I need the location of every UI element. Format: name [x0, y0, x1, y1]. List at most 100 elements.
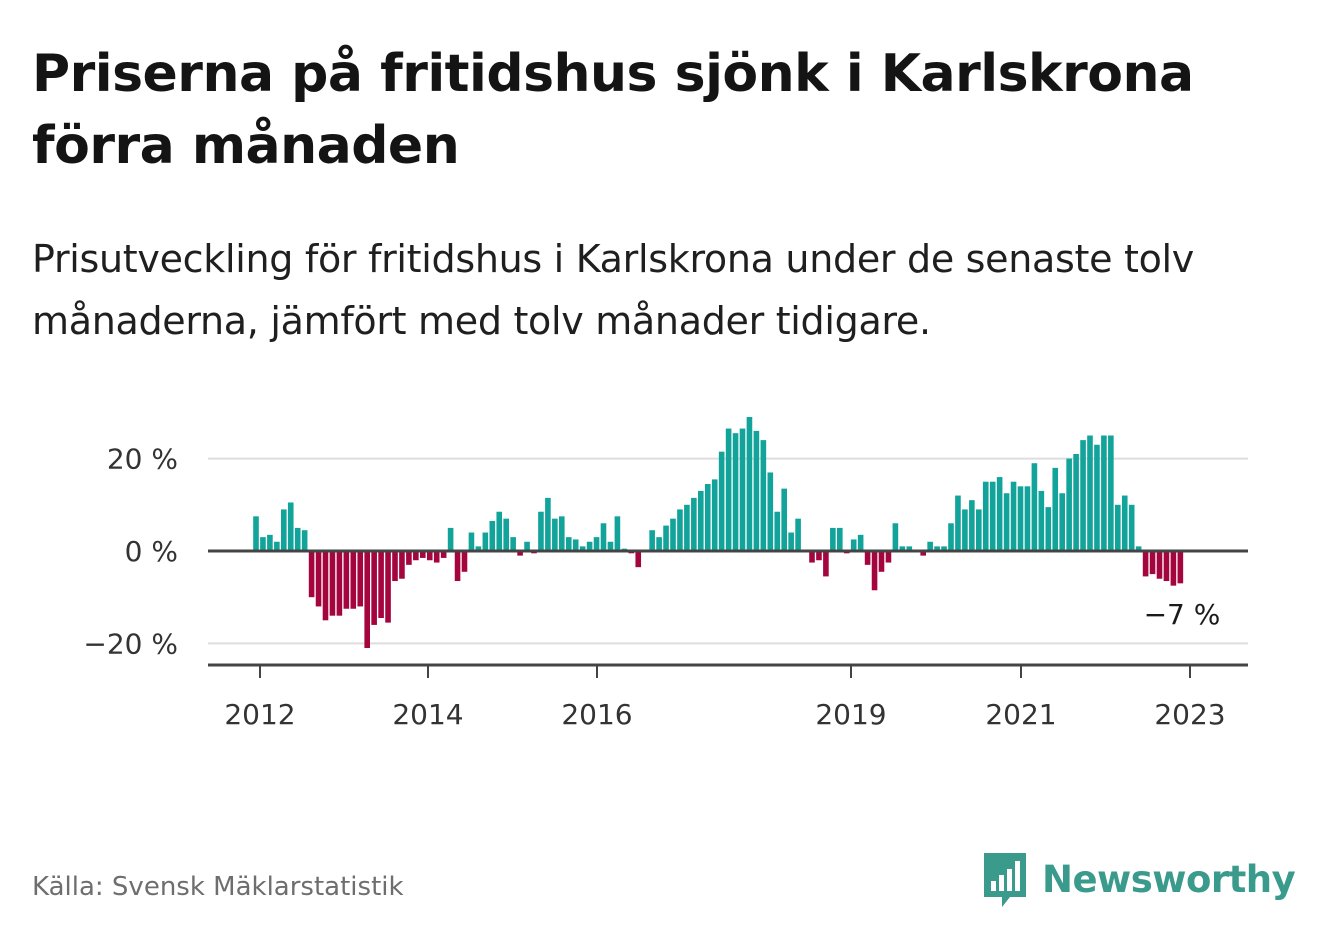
- bar: [1066, 458, 1072, 551]
- axes: [208, 549, 1248, 678]
- bar: [795, 518, 801, 551]
- bar: [538, 511, 544, 551]
- bar: [948, 523, 954, 551]
- y-tick-label: −20 %: [83, 627, 178, 660]
- brand[interactable]: Newsworthy: [980, 848, 1296, 910]
- bar: [670, 518, 676, 551]
- bar: [614, 516, 621, 551]
- bar: [753, 430, 760, 551]
- bar: [976, 509, 982, 551]
- bar: [461, 551, 468, 572]
- bar: [399, 551, 405, 579]
- bar: [517, 551, 523, 556]
- bar: [260, 537, 266, 551]
- bar: [746, 417, 753, 551]
- bar: [871, 551, 878, 591]
- bar: [927, 541, 933, 551]
- bar: [718, 451, 725, 551]
- bar: [656, 537, 662, 551]
- bar: [691, 497, 697, 551]
- bar: [878, 551, 885, 572]
- bar: [934, 546, 940, 551]
- source-note: Källa: Svensk Mäklarstatistik: [32, 872, 404, 902]
- y-tick-label: 0 %: [125, 535, 178, 568]
- bar: [406, 551, 412, 565]
- bar: [1045, 507, 1052, 551]
- x-tick-label: 2023: [1154, 698, 1225, 731]
- bar: [635, 551, 642, 568]
- bar: [287, 502, 294, 551]
- bar: [294, 527, 301, 551]
- bar: [1177, 551, 1184, 584]
- bar: [447, 527, 454, 551]
- bar: [906, 546, 913, 551]
- bar: [732, 433, 739, 551]
- bar: [684, 504, 690, 551]
- x-tick-label: 2021: [985, 698, 1056, 731]
- brand-name: Newsworthy: [1042, 857, 1296, 901]
- bar: [559, 516, 565, 551]
- bar: [496, 511, 503, 551]
- bar: [565, 537, 572, 551]
- newsworthy-logo-icon: [984, 853, 1026, 907]
- bar: [253, 516, 259, 551]
- bar: [1010, 481, 1017, 551]
- bar: [850, 539, 857, 551]
- bar: [781, 488, 787, 551]
- bar: [1073, 453, 1079, 551]
- bar: [760, 440, 767, 551]
- bar: [823, 551, 829, 577]
- bar: [1142, 551, 1149, 577]
- bar: [586, 541, 593, 551]
- bar: [899, 546, 906, 551]
- bar: [1128, 504, 1135, 551]
- bar: [315, 551, 322, 607]
- bar: [1135, 546, 1142, 551]
- bar: [1170, 551, 1177, 586]
- x-tick-label: 2014: [392, 698, 463, 731]
- bar: [1003, 493, 1010, 551]
- bar: [301, 530, 308, 551]
- bar: [739, 428, 746, 551]
- bars: [253, 417, 1184, 649]
- bar: [593, 537, 600, 551]
- bar: [864, 551, 871, 565]
- x-tick-label: 2019: [815, 698, 886, 731]
- bar: [698, 490, 704, 551]
- bar: [413, 551, 419, 561]
- bar: [857, 534, 864, 551]
- bar: [274, 541, 280, 551]
- bar: [920, 551, 926, 556]
- bar: [711, 479, 718, 551]
- bar: [941, 546, 947, 551]
- bar: [885, 551, 892, 563]
- last-value-label: −7 %: [1144, 598, 1221, 631]
- bar: [475, 546, 482, 551]
- chart-title: Priserna på fritidshus sjönk i Karlskron…: [32, 44, 1194, 176]
- chart-subtitle: Prisutveckling för fritidshus i Karlskro…: [32, 237, 1194, 343]
- bar: [830, 527, 836, 551]
- bar: [1094, 444, 1100, 551]
- bar: [468, 532, 475, 551]
- bar: [1031, 463, 1038, 551]
- bar: [1156, 551, 1163, 579]
- bar: [788, 532, 794, 551]
- bar: [503, 518, 509, 551]
- bar: [962, 509, 968, 551]
- bar: [267, 534, 273, 551]
- bar: [336, 551, 343, 616]
- bar: [322, 551, 329, 621]
- bar: [524, 541, 530, 551]
- bar: [489, 520, 496, 551]
- y-tick-label: 20 %: [107, 443, 178, 476]
- bar: [996, 477, 1003, 551]
- bar: [837, 527, 843, 551]
- bar: [1121, 495, 1128, 551]
- bar: [1059, 493, 1065, 551]
- x-tick-label: 2012: [224, 698, 295, 731]
- bar: [677, 509, 683, 551]
- labels: 20 % 0 % −20 % 2012 2014 2016 2019 2021 2023 −7 %: [83, 443, 1225, 731]
- bar: [982, 481, 989, 551]
- bar: [545, 497, 551, 551]
- bar: [572, 539, 579, 551]
